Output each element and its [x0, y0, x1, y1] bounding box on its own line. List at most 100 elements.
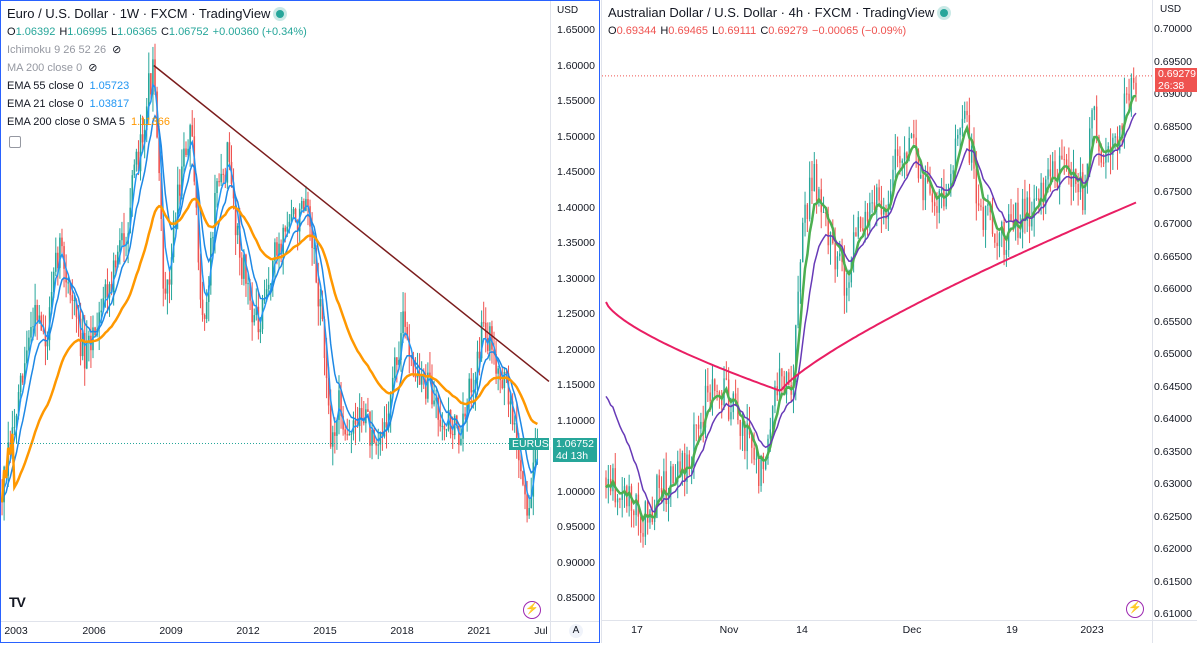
candle-body: [59, 237, 61, 268]
candle-body: [346, 434, 349, 436]
candle-body: [697, 424, 700, 429]
ohlc-key: H: [660, 25, 669, 37]
eye-off-icon[interactable]: ⊘: [112, 44, 122, 56]
indicator-row[interactable]: MA 200 close 0 ⊘: [7, 59, 311, 77]
candle-body: [21, 375, 24, 383]
market-status-icon[interactable]: [276, 10, 285, 18]
candle-body: [226, 142, 229, 183]
currency-label[interactable]: USD: [1160, 4, 1182, 15]
candle-body: [1038, 198, 1040, 201]
candle-body: [402, 311, 404, 334]
candle-body: [174, 220, 177, 222]
candle-body: [693, 424, 695, 467]
candle-body: [34, 305, 36, 327]
candle-body: [98, 312, 100, 329]
candle-body: [1102, 162, 1105, 164]
ohlc-value: 1.06392: [15, 26, 56, 38]
candle-body: [52, 271, 55, 293]
candle-body: [133, 164, 136, 176]
price-tick-label: 1.60000: [557, 59, 595, 72]
candle-body: [1095, 106, 1098, 137]
flash-icon[interactable]: ⚡: [1126, 600, 1144, 618]
flash-icon[interactable]: ⚡: [523, 601, 541, 619]
audusd-plot-area[interactable]: [602, 0, 1197, 643]
candle-body: [1047, 169, 1049, 180]
tradingview-logo[interactable]: TV: [9, 594, 26, 610]
candle-body: [1119, 125, 1121, 151]
eurusd-title-row[interactable]: Euro / U.S. Dollar · 1W · FXCM · Trading…: [7, 5, 311, 23]
bar-countdown-label: 4d 13h: [553, 450, 597, 462]
eye-off-icon[interactable]: ⊘: [88, 62, 98, 74]
candle-body: [1021, 198, 1024, 233]
eurusd-plot-area[interactable]: [1, 1, 599, 643]
indicator-row[interactable]: Ichimoku 9 26 52 26 ⊘: [7, 41, 311, 59]
collapse-legend-icon[interactable]: [9, 136, 21, 148]
candle-body: [139, 134, 142, 172]
price-tick-label: 0.67500: [1154, 185, 1192, 198]
candle-body: [32, 326, 34, 328]
candle-body: [950, 173, 952, 190]
indicator-row[interactable]: EMA 200 close 0 SMA 5 1.11366: [7, 113, 311, 131]
candle-body: [607, 478, 610, 488]
candle-body: [845, 287, 848, 296]
candle-body: [873, 202, 876, 210]
candle-body: [201, 299, 204, 316]
candle-body: [640, 516, 642, 533]
candle-body: [234, 198, 237, 236]
price-tick-label: 1.20000: [557, 343, 595, 356]
indicator-row[interactable]: EMA 55 close 0 1.05723: [7, 77, 311, 95]
candle-body: [507, 373, 510, 405]
auto-scale-button[interactable]: A: [569, 624, 583, 638]
audusd-title-row[interactable]: Australian Dollar / U.S. Dollar · 4h · F…: [608, 4, 949, 22]
candle-body: [866, 211, 869, 222]
candle-body: [815, 163, 818, 201]
market-status-icon[interactable]: [940, 9, 949, 17]
candle-body: [952, 170, 954, 174]
candle-body: [855, 232, 857, 237]
candle-body: [628, 486, 630, 507]
candle-body: [65, 268, 67, 283]
eurusd-indicators: Ichimoku 9 26 52 26 ⊘ MA 200 close 0 ⊘ EMA 5…: [7, 41, 311, 131]
candle-body: [187, 148, 189, 156]
price-tick-label: 0.63500: [1154, 445, 1192, 458]
candle-body: [970, 145, 973, 163]
ohlc-value: −0.00065 (−0.09%): [812, 25, 907, 37]
candle-body: [959, 128, 961, 135]
candle-body: [788, 372, 790, 386]
candle-body: [427, 372, 429, 399]
candle-body: [313, 247, 315, 249]
candle-body: [263, 299, 266, 301]
candle-body: [1056, 179, 1059, 188]
indicator-label: EMA 200 close 0 SMA 5: [7, 116, 126, 128]
candle-body: [834, 243, 836, 270]
eurusd-chart-panel[interactable]: Euro / U.S. Dollar · 1W · FXCM · Trading…: [0, 0, 600, 643]
candle-body: [238, 225, 241, 258]
candle-body: [241, 257, 243, 279]
candle-body: [480, 322, 483, 359]
candle-body: [885, 209, 887, 219]
candle-body: [408, 338, 411, 356]
candle-body: [191, 125, 194, 137]
candle-body: [1084, 183, 1086, 211]
audusd-chart-panel[interactable]: Australian Dollar / U.S. Dollar · 4h · F…: [601, 0, 1197, 643]
price-tick-label: 1.00000: [557, 485, 595, 498]
price-tick-label: 0.64000: [1154, 413, 1192, 425]
candle-body: [164, 288, 167, 294]
indicator-label: EMA 55 close 0: [7, 80, 84, 92]
candle-body: [797, 291, 799, 326]
indicator-row[interactable]: EMA 21 close 0 1.03817: [7, 95, 311, 113]
candle-body: [718, 391, 721, 396]
candle-body: [1065, 159, 1068, 166]
candle-body: [901, 160, 903, 163]
candle-body: [813, 163, 815, 192]
candle-body: [71, 295, 74, 301]
candle-body: [42, 330, 45, 332]
candle-body: [769, 429, 772, 439]
candle-body: [677, 461, 679, 482]
candle-body: [513, 423, 516, 425]
candle-body: [938, 190, 940, 213]
candle-body: [406, 326, 408, 339]
ohlc-value: 0.69465: [668, 25, 709, 37]
currency-label[interactable]: USD: [557, 5, 579, 16]
candle-body: [991, 212, 994, 234]
